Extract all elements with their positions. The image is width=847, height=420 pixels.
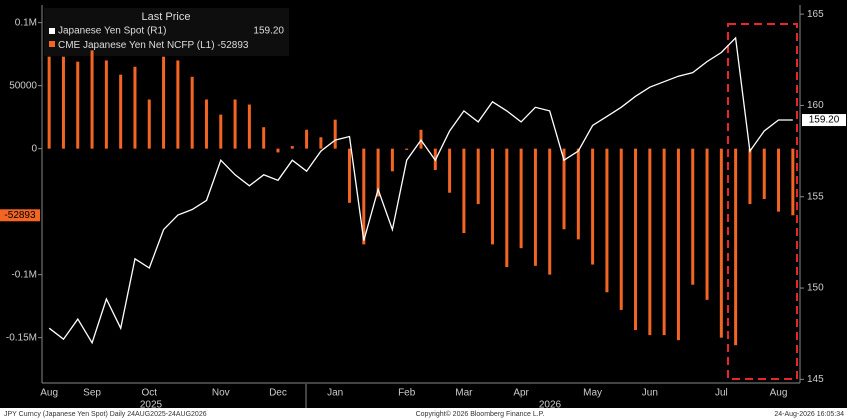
- bar: [405, 148, 409, 150]
- bar: [147, 99, 151, 149]
- bar: [491, 148, 495, 245]
- bar: [347, 148, 351, 203]
- x-tick-label: Sep: [83, 388, 101, 399]
- bar: [390, 148, 394, 172]
- y-tick-label: 0: [31, 143, 37, 154]
- x-tick-label: Oct: [141, 388, 157, 399]
- x-tick-label: Aug: [40, 388, 58, 399]
- bar: [719, 148, 723, 338]
- bar: [319, 137, 323, 149]
- bar: [462, 148, 466, 234]
- bar: [519, 148, 523, 249]
- bar: [219, 114, 223, 149]
- bar: [262, 127, 266, 149]
- x-tick-label: Aug: [770, 388, 788, 399]
- bar: [648, 148, 652, 336]
- bar: [605, 148, 609, 293]
- bar: [591, 148, 595, 265]
- bar: [548, 148, 552, 275]
- bar: [204, 99, 208, 149]
- bar: [505, 148, 509, 268]
- y2-tick-label: 145: [807, 374, 824, 385]
- bar: [448, 148, 452, 193]
- x-tick-label: Jan: [327, 388, 343, 399]
- bar: [333, 119, 337, 149]
- year-label: 2026: [539, 400, 562, 411]
- legend-swatch: [49, 28, 55, 34]
- bar: [576, 148, 580, 240]
- bar: [290, 146, 294, 149]
- legend-label-text: CME Japanese Yen Net NCFP (L1): [58, 40, 215, 51]
- last-value-tag: [0, 209, 40, 222]
- x-tick-label: May: [583, 388, 602, 399]
- bar: [476, 148, 480, 205]
- last-value-tag: [802, 114, 846, 127]
- bar: [61, 56, 65, 149]
- x-tick-label: Mar: [455, 388, 473, 399]
- bar: [104, 60, 108, 149]
- x-tick-label: Jun: [642, 388, 658, 399]
- bar: [662, 148, 666, 336]
- x-tick-label: Feb: [398, 388, 416, 399]
- legend-value: -52893: [217, 40, 249, 51]
- bar: [76, 61, 80, 149]
- bar: [748, 148, 752, 205]
- legend-label: Japanese Yen Spot (R1): [58, 26, 166, 37]
- bar: [676, 148, 680, 341]
- bar: [47, 56, 51, 149]
- y-tick-label: 0.1M: [15, 17, 37, 28]
- legend-title: Last Price: [142, 11, 191, 23]
- bar: [533, 148, 537, 266]
- footer-right: 24-Aug-2026 16:05:34: [774, 411, 844, 418]
- x-tick-label: Dec: [269, 388, 287, 399]
- bar: [305, 129, 309, 149]
- highlight-box: [727, 23, 798, 380]
- y-tick-label: -0.1M: [11, 269, 37, 280]
- bar: [133, 66, 137, 149]
- y2-tick-label: 150: [807, 283, 824, 294]
- legend-swatch: [49, 41, 55, 47]
- x-tick-label: Jul: [715, 388, 728, 399]
- bar: [190, 76, 194, 149]
- legend-box: [44, 8, 289, 56]
- bar: [762, 148, 766, 200]
- x-tick-label: Nov: [212, 388, 230, 399]
- legend-value: 159.20: [253, 26, 284, 37]
- bar: [362, 148, 366, 245]
- bar: [634, 148, 638, 331]
- bar: [276, 148, 280, 153]
- bar: [247, 104, 251, 149]
- bar: [705, 148, 709, 300]
- legend-label: CME Japanese Yen Net NCFP (L1) -52893: [58, 40, 249, 51]
- bar: [176, 60, 180, 149]
- footer-left: JPY Curncy (Japanese Yen Spot) Daily 24A…: [4, 411, 207, 418]
- last-value-label: 159.20: [809, 115, 840, 126]
- bar: [734, 148, 738, 346]
- bar: [619, 148, 623, 310]
- bar: [777, 148, 781, 212]
- y2-tick-label: 160: [807, 100, 824, 111]
- x-tick-label: Apr: [513, 388, 529, 399]
- y2-tick-label: 155: [807, 191, 824, 202]
- year-label: 2025: [140, 400, 163, 411]
- y-tick-label: -0.15M: [6, 332, 37, 343]
- bar: [791, 148, 795, 216]
- footer-center: Copyright© 2026 Bloomberg Finance L.P.: [416, 410, 545, 418]
- bar: [119, 74, 123, 149]
- bar: [376, 148, 380, 197]
- bar: [233, 99, 237, 149]
- y2-tick-label: 165: [807, 9, 824, 20]
- line: [48, 36, 793, 345]
- bar: [90, 50, 94, 149]
- bar: [691, 148, 695, 285]
- bar: [562, 148, 566, 230]
- last-value-label: -52893: [4, 210, 36, 221]
- y-tick-label: 50000: [9, 80, 37, 91]
- bar: [162, 56, 166, 149]
